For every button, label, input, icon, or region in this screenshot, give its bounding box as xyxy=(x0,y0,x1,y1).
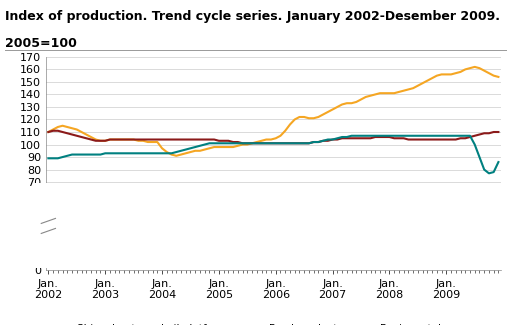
Basic metals xyxy=(287,141,293,145)
Ships, boats and oil platforms xyxy=(244,143,250,147)
Basic metals xyxy=(462,134,468,138)
Food products xyxy=(45,130,52,134)
Ships, boats and oil platforms xyxy=(173,154,179,158)
Basic metals xyxy=(349,134,355,138)
Line: Ships, boats and oil platforms: Ships, boats and oil platforms xyxy=(49,67,498,156)
Basic metals xyxy=(273,141,279,145)
Ships, boats and oil platforms xyxy=(45,130,52,134)
Basic metals xyxy=(240,141,246,145)
Food products xyxy=(467,135,473,139)
Ships, boats and oil platforms xyxy=(277,134,284,138)
Basic metals xyxy=(486,171,492,175)
Basic metals xyxy=(107,151,113,155)
Legend: Ships, boats and oil platforms, Food products, Basic metals: Ships, boats and oil platforms, Food pro… xyxy=(47,320,450,325)
Food products xyxy=(178,137,184,141)
Ships, boats and oil platforms xyxy=(495,75,501,79)
Text: 2005=100: 2005=100 xyxy=(5,37,77,50)
Text: Index of production. Trend cycle series. January 2002-Desember 2009.: Index of production. Trend cycle series.… xyxy=(5,10,500,23)
Food products xyxy=(240,141,246,145)
Ships, boats and oil platforms xyxy=(178,153,184,157)
Line: Food products: Food products xyxy=(49,131,498,143)
Bar xyxy=(34,183,53,268)
Basic metals xyxy=(45,156,52,160)
Food products xyxy=(296,141,303,145)
Line: Basic metals: Basic metals xyxy=(49,136,498,173)
Ships, boats and oil platforms xyxy=(462,68,468,72)
Basic metals xyxy=(495,160,501,164)
Food products xyxy=(249,141,255,145)
Ships, boats and oil platforms xyxy=(292,118,298,122)
Food products xyxy=(282,141,288,145)
Basic metals xyxy=(173,150,179,154)
Food products xyxy=(111,137,118,141)
Ships, boats and oil platforms xyxy=(107,137,113,141)
Ships, boats and oil platforms xyxy=(472,65,478,69)
Food products xyxy=(495,130,501,134)
Food products xyxy=(50,129,56,133)
